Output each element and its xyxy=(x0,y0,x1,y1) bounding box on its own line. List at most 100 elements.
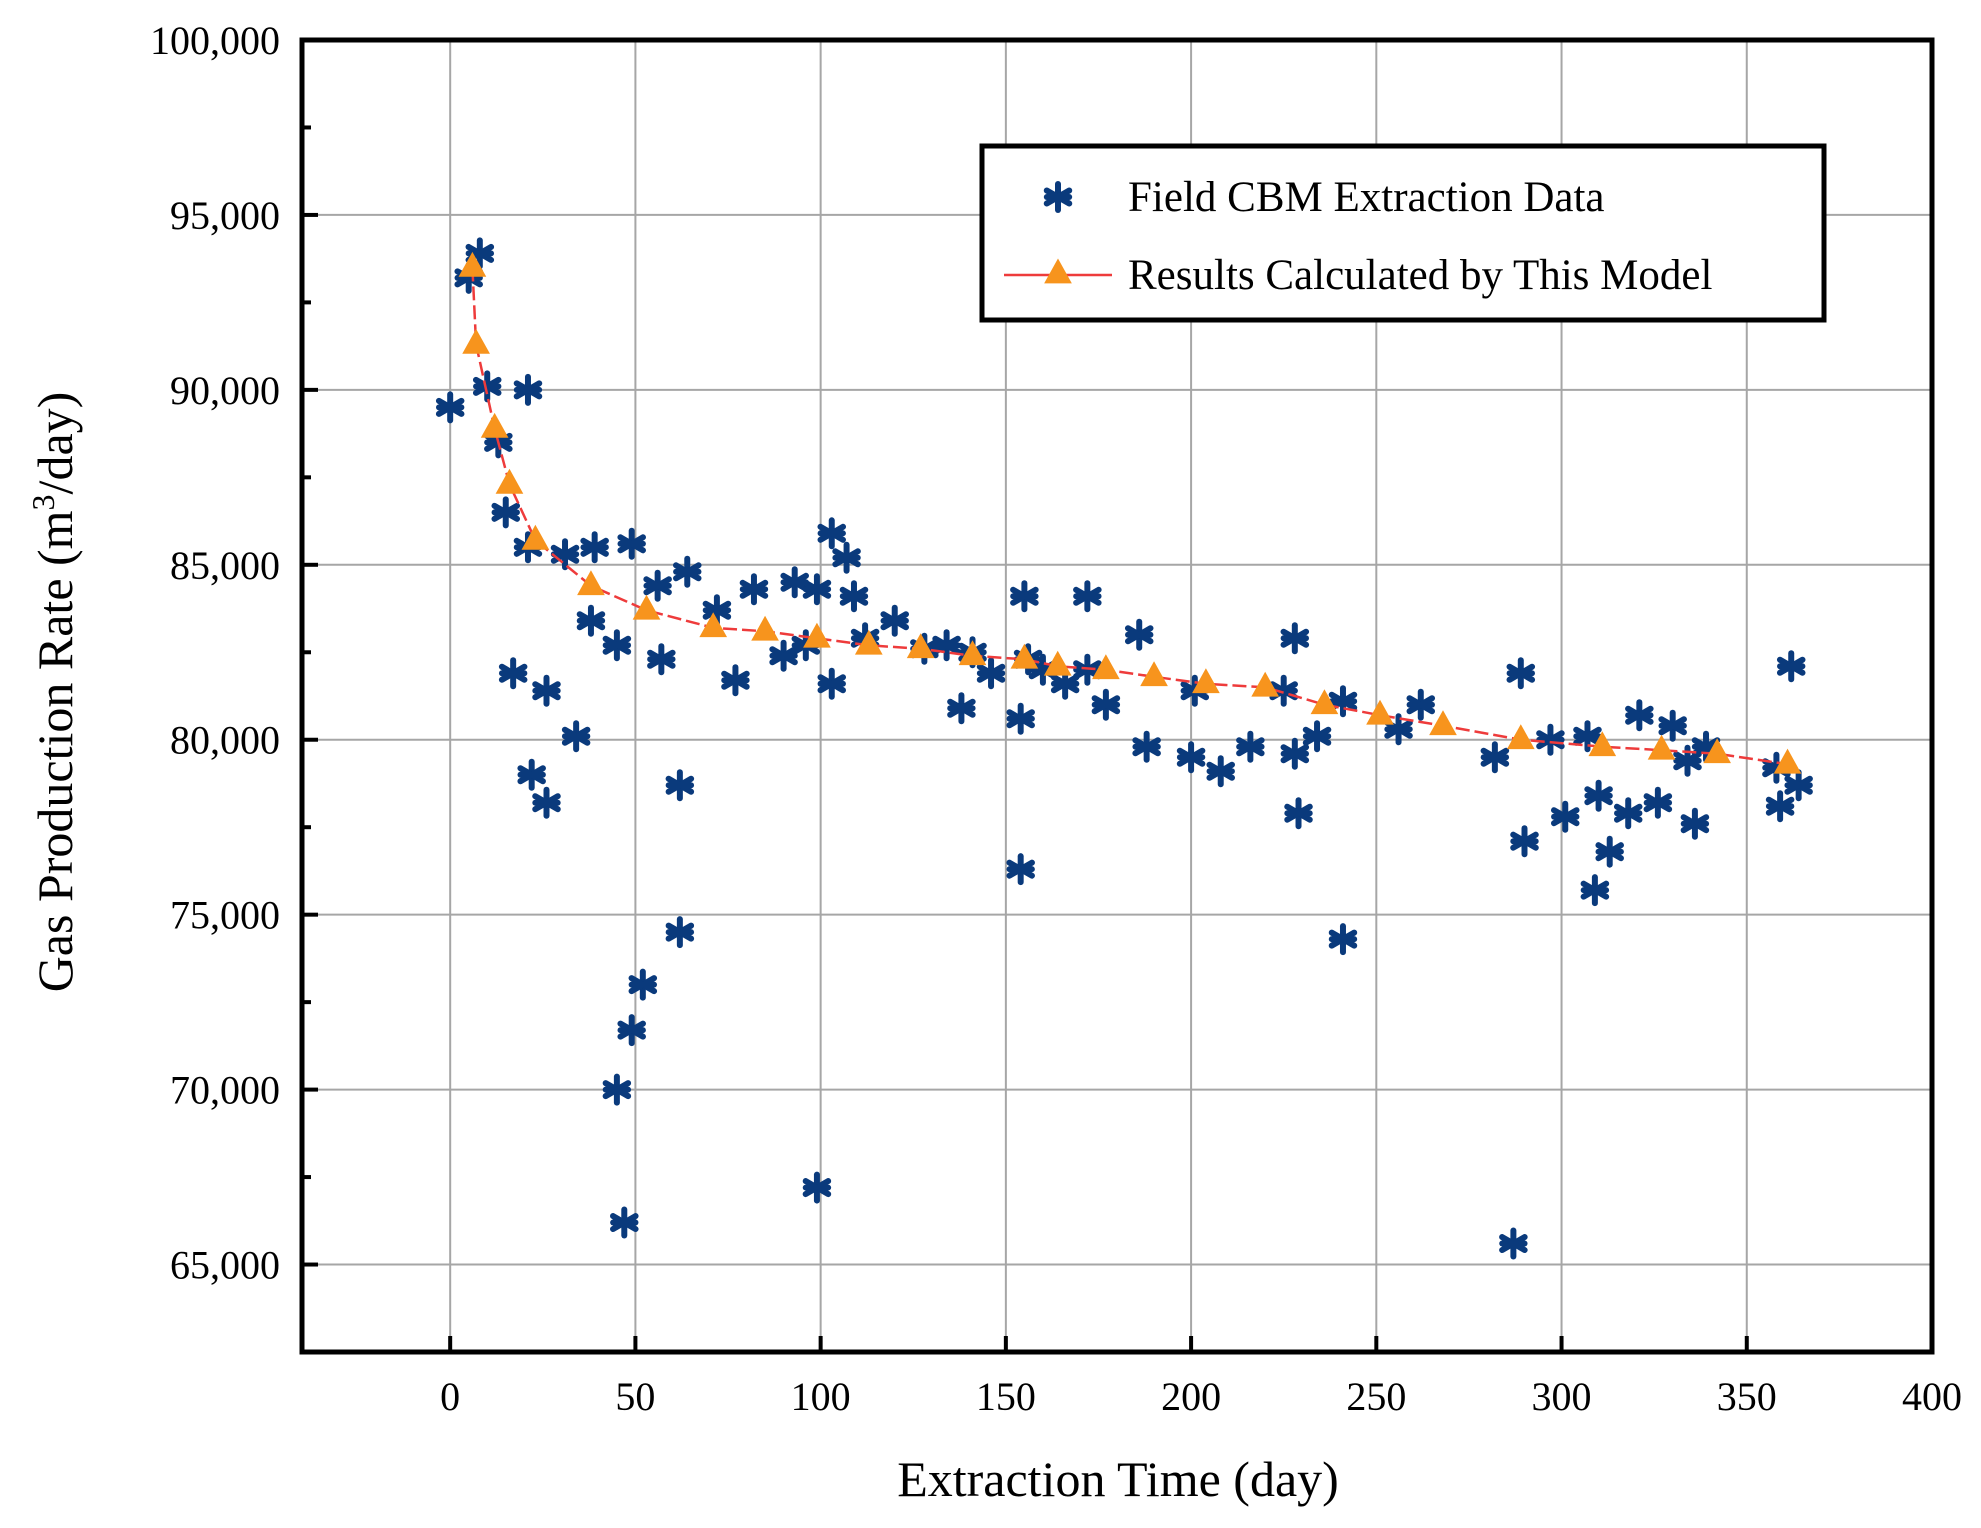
field-data-point xyxy=(1680,807,1710,840)
field-data-point xyxy=(880,604,909,637)
field-data-point xyxy=(1625,699,1654,732)
field-data-point xyxy=(1124,618,1154,651)
field-data-point xyxy=(802,1171,832,1204)
model-data-point xyxy=(1429,710,1457,736)
field-data-point xyxy=(839,580,869,613)
model-data-point xyxy=(958,640,987,666)
y-tick-label: 70,000 xyxy=(170,1068,280,1113)
y-tick-label: 100,000 xyxy=(150,18,280,63)
legend-field-asterisk xyxy=(1043,181,1073,213)
field-data-point xyxy=(532,674,561,707)
field-data-point xyxy=(769,639,798,672)
field-data-point xyxy=(1284,797,1313,830)
field-data-point xyxy=(1010,580,1039,613)
field-data-point xyxy=(513,373,543,406)
field-data-point xyxy=(1536,723,1565,756)
field-data-point xyxy=(817,517,847,550)
field-data-point xyxy=(532,786,561,819)
field-data-point xyxy=(610,1206,639,1239)
field-data-point xyxy=(832,541,861,574)
field-data-point xyxy=(1580,874,1610,907)
model-data-point xyxy=(495,468,524,494)
field-data-point xyxy=(576,604,606,637)
legend-field-marker xyxy=(1043,181,1073,213)
model-data-point xyxy=(1647,734,1676,760)
field-data-point xyxy=(1206,755,1235,788)
field-data-point xyxy=(1091,688,1121,721)
y-tick-label: 75,000 xyxy=(170,893,280,938)
field-data-point xyxy=(1176,741,1206,774)
field-data-point xyxy=(1595,835,1624,868)
field-data-point xyxy=(617,527,646,560)
y-axis-title-main: Gas Production Rate (m xyxy=(27,510,83,992)
model-data-point xyxy=(803,622,831,648)
field-data-point xyxy=(561,720,591,753)
x-tick-label: 400 xyxy=(1902,1374,1962,1419)
field-data-point xyxy=(1573,720,1602,753)
field-data-point xyxy=(1328,923,1358,956)
field-data-point xyxy=(665,916,695,949)
field-data-point xyxy=(602,1073,632,1106)
legend-label-field: Field CBM Extraction Data xyxy=(1128,174,1605,221)
field-data-point xyxy=(1006,853,1035,886)
x-tick-label: 100 xyxy=(791,1374,851,1419)
x-tick-label: 200 xyxy=(1161,1374,1221,1419)
model-data-point xyxy=(1043,650,1072,676)
y-axis-title-tail: /day) xyxy=(27,392,83,495)
x-tick-label: 0 xyxy=(440,1374,460,1419)
model-data-point xyxy=(1010,643,1039,669)
field-data-point xyxy=(1406,688,1436,721)
field-data-point xyxy=(1776,650,1806,683)
field-data-point xyxy=(628,968,658,1001)
field-data-point xyxy=(1073,580,1102,613)
legend-box xyxy=(979,143,1827,323)
y-tick-label: 95,000 xyxy=(170,193,280,238)
model-data-point xyxy=(1251,671,1280,697)
field-data-point xyxy=(1236,730,1265,763)
field-data-point xyxy=(739,573,769,606)
field-data-point xyxy=(517,758,546,791)
field-data-point xyxy=(1499,1227,1528,1260)
field-data-point xyxy=(643,569,672,602)
field-data-point xyxy=(1613,797,1643,830)
y-tick-label: 85,000 xyxy=(170,543,280,588)
x-tick-label: 50 xyxy=(615,1374,655,1419)
x-tick-label: 250 xyxy=(1346,1374,1406,1419)
model-data-point xyxy=(906,633,935,659)
model-data-point xyxy=(521,524,550,550)
model-data-point xyxy=(1773,748,1802,774)
model-data-point xyxy=(1310,689,1339,715)
model-data-point xyxy=(632,594,661,620)
field-data-point xyxy=(780,566,809,599)
minor-ticks xyxy=(302,125,311,1354)
legend-label-model: Results Calculated by This Model xyxy=(1128,252,1712,299)
field-data-point xyxy=(1643,786,1673,819)
field-data-point xyxy=(580,531,609,564)
field-data-point xyxy=(602,629,632,662)
field-data-point xyxy=(932,629,961,662)
legend-model-marker xyxy=(1044,258,1072,284)
model-data-point xyxy=(751,615,779,641)
field-data-point xyxy=(435,391,465,424)
model-data-point xyxy=(699,612,728,638)
x-tick-label: 150 xyxy=(976,1374,1036,1419)
legend-model-triangle xyxy=(1044,258,1072,284)
field-data-point xyxy=(1050,667,1080,700)
field-data-point xyxy=(1784,769,1813,802)
x-axis-title: Extraction Time (day) xyxy=(897,1451,1339,1507)
y-axis-title: Gas Production Rate (m3/day) xyxy=(25,392,83,993)
field-data-point xyxy=(1584,779,1613,812)
model-data-point xyxy=(1506,724,1535,750)
field-data-point xyxy=(665,769,695,802)
field-data-point xyxy=(817,667,847,700)
field-data-point xyxy=(1506,657,1536,690)
model-data-point xyxy=(480,412,509,438)
plot-frame xyxy=(299,37,1935,1355)
x-tick-label: 300 xyxy=(1532,1374,1592,1419)
field-data-point xyxy=(721,664,750,697)
legend: Field CBM Extraction Data Results Calcul… xyxy=(979,143,1827,323)
field-data-point xyxy=(976,657,1006,690)
field-data-point xyxy=(802,573,832,606)
field-data-point xyxy=(1302,720,1332,753)
